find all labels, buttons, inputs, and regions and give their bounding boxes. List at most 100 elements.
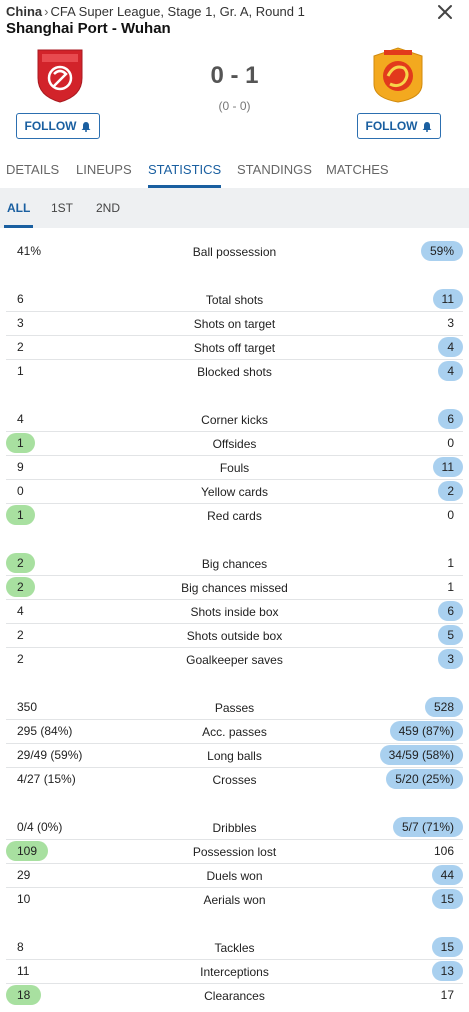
stat-away-value: 11 (432, 289, 463, 309)
stat-home-value: 2 (6, 577, 35, 597)
stat-row: 4 Corner kicks 6 (6, 408, 463, 432)
stat-away-value: 6 (438, 409, 463, 429)
match-title: Shanghai Port - Wuhan (6, 20, 171, 37)
match-tabs: DETAILS LINEUPS STATISTICS STANDINGS MAT… (0, 150, 469, 188)
stat-row: 2 Big chances missed 1 (6, 576, 463, 600)
stat-away-value: 15 (431, 937, 463, 957)
stat-home-value: 10 (17, 892, 31, 906)
stat-row: 4 Shots inside box 6 (6, 600, 463, 624)
stat-label: Yellow cards (201, 485, 268, 499)
stat-away-value: 44 (431, 865, 463, 885)
stat-home-value: 295 (84%) (17, 724, 73, 738)
subtab-second-half[interactable]: 2ND (96, 201, 121, 215)
stat-label: Total shots (205, 293, 264, 307)
stat-away-value: 3 (447, 316, 454, 330)
stat-away-value: 1 (447, 556, 454, 570)
stat-away-value: 5/20 (25%) (386, 769, 463, 789)
stat-home-value: 18 (6, 985, 42, 1005)
subtab-first-half[interactable]: 1ST (51, 201, 74, 215)
stat-home-value: 1 (17, 364, 24, 378)
stat-label: Shots outside box (186, 629, 283, 643)
period-subtabs: ALL 1ST 2ND (0, 188, 469, 228)
stat-label: Duels won (206, 869, 263, 883)
stat-row: 2 Goalkeeper saves 3 (6, 648, 463, 672)
stat-away-value: 2 (438, 481, 463, 501)
stat-row: 41% Ball possession 59% (6, 240, 463, 264)
close-icon (438, 5, 452, 19)
follow-home-button[interactable]: FOLLOW (16, 113, 100, 139)
stat-label: Fouls (219, 461, 250, 475)
stat-home-value: 2 (17, 340, 24, 354)
stat-label: Shots off target (193, 341, 276, 355)
tab-lineups[interactable]: LINEUPS (76, 161, 132, 177)
breadcrumb-competition[interactable]: CFA Super League, Stage 1, Gr. A, Round … (50, 4, 305, 19)
stat-label: Clearances (204, 989, 265, 1003)
stat-row: 10 Aerials won 15 (6, 888, 463, 912)
home-team-logo[interactable] (30, 44, 90, 104)
stat-away-value: 59% (420, 241, 463, 261)
stat-row: 1 Red cards 0 (6, 504, 463, 528)
stat-label: Acc. passes (202, 725, 267, 739)
stat-row: 0/4 (0%) Dribbles 5/7 (71%) (6, 816, 463, 840)
stat-home-value: 1 (6, 505, 35, 525)
stat-away-value: 106 (433, 844, 454, 858)
stat-row: 18 Clearances 17 (6, 984, 463, 1008)
stat-group: 4 Corner kicks 6 1 Offsides 0 9 Fouls 11 0 Yellow … (0, 408, 469, 528)
stat-away-value: 528 (424, 697, 463, 717)
away-team-logo[interactable] (368, 44, 428, 104)
follow-away-button[interactable]: FOLLOW (357, 113, 441, 139)
stat-label: Passes (214, 701, 255, 715)
stat-home-value: 29 (17, 868, 31, 882)
stat-home-value: 109 (6, 841, 49, 861)
stat-group: 8 Tackles 15 11 Interceptions 13 18 Clearances 1… (0, 936, 469, 1008)
stat-label: Shots on target (193, 317, 276, 331)
stat-home-value: 3 (17, 316, 24, 330)
stat-away-value: 3 (438, 649, 463, 669)
breadcrumb: China › CFA Super League, Stage 1, Gr. A, … (6, 4, 305, 19)
tab-matches[interactable]: MATCHES (326, 161, 389, 177)
stat-label: Big chances (201, 557, 268, 571)
subtab-all[interactable]: ALL (3, 188, 34, 228)
close-button[interactable] (435, 2, 455, 22)
stat-group: 41% Ball possession 59% (0, 240, 469, 264)
stat-row: 109 Possession lost 106 (6, 840, 463, 864)
stat-label: Big chances missed (181, 581, 288, 595)
match-header: China › CFA Super League, Stage 1, Gr. A, … (0, 0, 469, 150)
stat-home-value: 11 (17, 964, 30, 978)
stat-home-value: 6 (17, 292, 24, 306)
stat-home-value: 2 (17, 628, 24, 642)
stat-row: 2 Shots off target 4 (6, 336, 463, 360)
stat-row: 0 Yellow cards 2 (6, 480, 463, 504)
stat-home-value: 29/49 (59%) (17, 748, 83, 762)
stat-row: 3 Shots on target 3 (6, 312, 463, 336)
stat-label: Red cards (207, 509, 262, 523)
halftime-score: (0 - 0) (218, 99, 251, 113)
stat-away-value: 5 (438, 625, 463, 645)
stat-away-value: 4 (438, 361, 463, 381)
stat-away-value: 17 (440, 988, 454, 1002)
stat-label: Interceptions (200, 965, 269, 979)
stat-home-value: 350 (17, 700, 38, 714)
stat-away-value: 0 (447, 436, 454, 450)
stat-row: 1 Blocked shots 4 (6, 360, 463, 384)
stat-home-value: 2 (17, 652, 24, 666)
breadcrumb-country[interactable]: China (6, 4, 43, 19)
stat-home-value: 2 (6, 553, 35, 573)
stat-label: Corner kicks (201, 413, 268, 427)
stat-label: Dribbles (212, 821, 257, 835)
tab-details[interactable]: DETAILS (6, 161, 60, 177)
stat-row: 295 (84%) Acc. passes 459 (87%) (6, 720, 463, 744)
stat-label: Aerials won (203, 893, 266, 907)
stat-home-value: 0/4 (0%) (17, 820, 63, 834)
chevron-right-icon: › (44, 4, 49, 19)
stat-group: 0/4 (0%) Dribbles 5/7 (71%) 109 Possession l… (0, 816, 469, 912)
stat-away-value: 1 (447, 580, 454, 594)
stat-home-value: 41% (17, 244, 42, 258)
tab-statistics[interactable]: STATISTICS (148, 150, 222, 188)
bell-icon (81, 121, 91, 132)
tab-standings[interactable]: STANDINGS (237, 161, 312, 177)
stat-group: 2 Big chances 1 2 Big chances missed 1 4 Shots … (0, 552, 469, 672)
stat-row: 11 Interceptions 13 (6, 960, 463, 984)
stat-away-value: 0 (447, 508, 454, 522)
stat-label: Possession lost (192, 845, 277, 859)
